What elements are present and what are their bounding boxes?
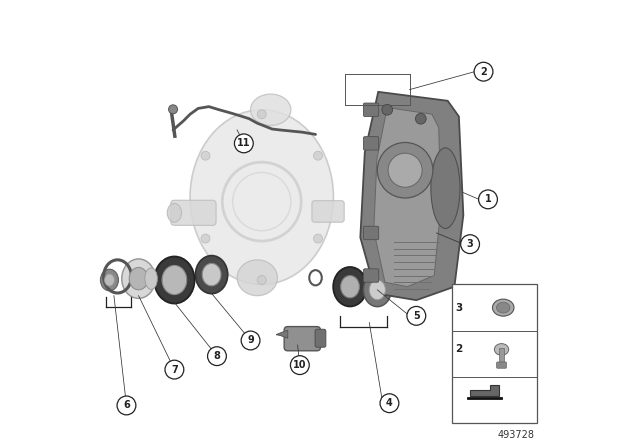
Ellipse shape	[145, 268, 157, 289]
Circle shape	[314, 234, 323, 243]
FancyBboxPatch shape	[364, 137, 379, 150]
Text: 9: 9	[247, 336, 254, 345]
Ellipse shape	[364, 273, 391, 307]
Text: 493728: 493728	[498, 430, 535, 440]
Bar	[452, 284, 538, 423]
Circle shape	[407, 306, 426, 325]
Ellipse shape	[162, 265, 187, 295]
Ellipse shape	[333, 267, 367, 306]
Circle shape	[382, 104, 392, 115]
Circle shape	[257, 110, 266, 119]
Circle shape	[479, 190, 497, 209]
Polygon shape	[276, 330, 288, 338]
Circle shape	[257, 276, 266, 284]
Circle shape	[378, 142, 433, 198]
FancyBboxPatch shape	[364, 226, 379, 240]
Ellipse shape	[104, 274, 115, 286]
Ellipse shape	[195, 255, 228, 294]
Ellipse shape	[154, 256, 195, 304]
Circle shape	[165, 360, 184, 379]
Ellipse shape	[497, 302, 510, 313]
Polygon shape	[470, 384, 499, 396]
Circle shape	[207, 347, 227, 366]
Polygon shape	[360, 92, 463, 300]
Ellipse shape	[494, 344, 509, 355]
Text: 11: 11	[237, 138, 251, 148]
Text: 5: 5	[413, 311, 420, 321]
Circle shape	[241, 331, 260, 350]
Circle shape	[201, 151, 210, 160]
Circle shape	[380, 394, 399, 413]
Text: 7: 7	[171, 365, 178, 375]
FancyBboxPatch shape	[171, 200, 216, 225]
Ellipse shape	[190, 110, 333, 284]
Circle shape	[201, 234, 210, 243]
Ellipse shape	[122, 259, 156, 298]
Text: 10: 10	[293, 360, 307, 370]
Ellipse shape	[369, 280, 385, 300]
Text: 3: 3	[455, 303, 463, 313]
Text: 1: 1	[484, 194, 492, 204]
Ellipse shape	[340, 276, 360, 298]
Circle shape	[234, 134, 253, 153]
FancyBboxPatch shape	[312, 201, 344, 222]
Polygon shape	[374, 108, 441, 287]
Text: 2: 2	[480, 67, 487, 77]
Ellipse shape	[167, 203, 182, 222]
Circle shape	[388, 153, 422, 187]
Circle shape	[117, 396, 136, 415]
FancyBboxPatch shape	[315, 329, 326, 347]
FancyBboxPatch shape	[497, 362, 506, 368]
Ellipse shape	[493, 299, 514, 316]
Text: 4: 4	[386, 398, 393, 408]
Circle shape	[291, 356, 309, 375]
Circle shape	[415, 113, 426, 124]
Circle shape	[168, 105, 177, 114]
FancyBboxPatch shape	[284, 327, 321, 351]
Ellipse shape	[202, 263, 221, 286]
FancyBboxPatch shape	[364, 103, 379, 116]
Text: 8: 8	[214, 351, 220, 361]
Ellipse shape	[100, 269, 118, 291]
Ellipse shape	[129, 267, 148, 290]
Ellipse shape	[431, 148, 460, 228]
Circle shape	[461, 235, 479, 254]
Ellipse shape	[251, 94, 291, 125]
Circle shape	[314, 151, 323, 160]
Text: 6: 6	[123, 401, 130, 410]
FancyBboxPatch shape	[364, 269, 379, 282]
Text: 2: 2	[455, 345, 463, 354]
Text: 3: 3	[467, 239, 474, 249]
Circle shape	[474, 62, 493, 81]
Ellipse shape	[237, 260, 278, 296]
Bar	[499, 348, 504, 365]
